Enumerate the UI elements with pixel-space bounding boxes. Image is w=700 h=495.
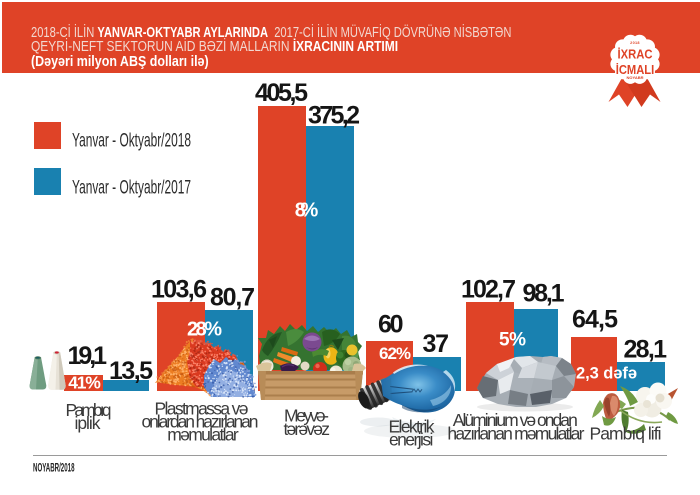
svg-text:hazırlanan məmulatlar: hazırlanan məmulatlar <box>447 423 584 443</box>
svg-text:64,5: 64,5 <box>572 306 618 334</box>
svg-text:məmulatlar: məmulatlar <box>167 424 239 444</box>
svg-text:Yanvar - Oktyabr/2018: Yanvar - Oktyabr/2018 <box>72 131 191 152</box>
svg-text:Pambıq lifi: Pambıq lifi <box>590 424 662 444</box>
svg-text:19,1: 19,1 <box>68 342 108 370</box>
svg-text:41%: 41% <box>68 372 101 392</box>
svg-text:enerjisi: enerjisi <box>389 430 434 450</box>
svg-text:80,7: 80,7 <box>210 284 255 312</box>
svg-text:62%: 62% <box>379 344 411 363</box>
svg-text:onlardan hazırlanan: onlardan hazırlanan <box>142 411 259 431</box>
svg-text:Pambıq: Pambıq <box>66 400 112 420</box>
svg-text:tərəvəz: tərəvəz <box>283 419 330 439</box>
svg-text:2018: 2018 <box>630 41 640 45</box>
svg-text:Elektrik: Elektrik <box>389 417 435 437</box>
svg-text:5%: 5% <box>499 330 526 351</box>
svg-text:İXRAC: İXRAC <box>618 47 654 62</box>
svg-text:iplik: iplik <box>75 413 101 433</box>
svg-text:Alüminium və ondan: Alüminium və ondan <box>453 410 578 430</box>
svg-text:8%: 8% <box>295 200 319 222</box>
svg-text:405,5: 405,5 <box>255 79 308 107</box>
svg-text:28,1: 28,1 <box>624 336 668 364</box>
svg-text:102,7: 102,7 <box>461 275 516 303</box>
svg-text:37: 37 <box>423 330 450 358</box>
svg-text:2,3 dəfə: 2,3 dəfə <box>576 365 637 383</box>
svg-text:60: 60 <box>378 311 404 339</box>
svg-text:13,5: 13,5 <box>109 357 153 385</box>
svg-text:İCMALI: İCMALI <box>616 62 655 77</box>
svg-text:NOYABR: NOYABR <box>627 75 644 80</box>
svg-text:NOYABR/2018: NOYABR/2018 <box>33 462 75 474</box>
svg-text:103,6: 103,6 <box>151 276 207 304</box>
svg-text:Plastmassa və: Plastmassa və <box>155 398 249 418</box>
svg-text:375,2: 375,2 <box>308 102 360 130</box>
svg-text:28%: 28% <box>187 319 222 341</box>
svg-text:Meyvə-: Meyvə- <box>284 406 329 426</box>
svg-text:Yanvar - Oktyabr/2017: Yanvar - Oktyabr/2017 <box>72 178 191 199</box>
svg-text:98,1: 98,1 <box>523 280 565 308</box>
